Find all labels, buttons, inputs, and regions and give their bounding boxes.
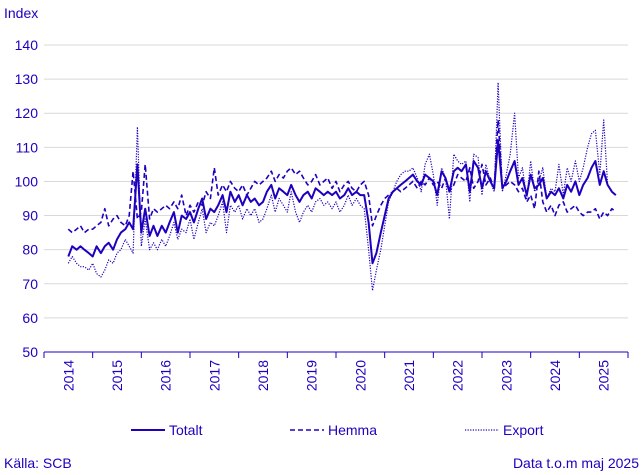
y-axis-title: Index xyxy=(4,5,38,21)
y-tick-label: 100 xyxy=(15,173,39,189)
x-tick-label: 2015 xyxy=(109,360,125,391)
series-line-totalt xyxy=(67,139,617,265)
data-note: Data t.o.m maj 2025 xyxy=(512,455,639,471)
x-tick-label: 2017 xyxy=(206,360,222,391)
y-tick-label: 90 xyxy=(22,208,38,224)
legend-label-totalt: Totalt xyxy=(169,422,203,438)
y-tick-label: 140 xyxy=(15,37,39,53)
series-line-hemma xyxy=(67,119,617,234)
y-tick-label: 60 xyxy=(22,310,38,326)
x-tick-label: 2021 xyxy=(401,360,417,391)
x-tick-label: 2022 xyxy=(450,360,466,391)
y-tick-label: 70 xyxy=(22,276,38,292)
x-tick-label: 2014 xyxy=(60,360,76,391)
y-tick-label: 50 xyxy=(22,344,38,360)
y-tick-label: 80 xyxy=(22,242,38,258)
x-tick-label: 2024 xyxy=(547,360,563,391)
x-tick-label: 2023 xyxy=(498,360,514,391)
legend-label-export: Export xyxy=(503,422,544,438)
legend: Totalt Hemma Export xyxy=(131,422,544,438)
y-tick-label: 130 xyxy=(15,71,39,87)
x-tick-label: 2025 xyxy=(596,360,612,391)
y-tick-label: 120 xyxy=(15,105,39,121)
source-note: Källa: SCB xyxy=(4,455,72,471)
series-line-export xyxy=(67,81,617,292)
legend-label-hemma: Hemma xyxy=(328,422,377,438)
x-tick-label: 2020 xyxy=(352,360,368,391)
x-axis-ticks: 2014 2015 2016 2017 2018 2019 2020 2021 2022 2023… xyxy=(43,352,629,391)
y-tick-label: 110 xyxy=(16,139,39,155)
series-lines xyxy=(67,81,617,292)
y-axis-ticks: 50 60 70 80 90 100 110 120 130 140 xyxy=(15,37,39,360)
x-tick-label: 2016 xyxy=(158,360,174,391)
x-tick-label: 2018 xyxy=(255,360,271,391)
x-tick-label: 2019 xyxy=(304,360,320,391)
